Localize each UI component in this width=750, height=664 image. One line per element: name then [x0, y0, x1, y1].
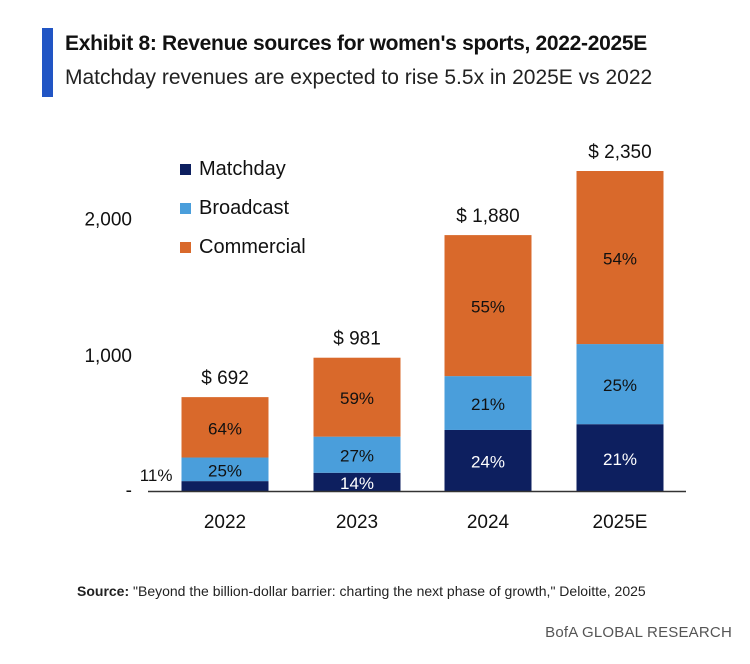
- x-tick-label-2024: 2024: [467, 512, 510, 533]
- source-label: Source:: [77, 583, 130, 599]
- data-label-matchday-2025e: 21%: [603, 450, 637, 469]
- data-label-broadcast-2022: 25%: [208, 461, 242, 480]
- data-label-broadcast-2024: 21%: [471, 395, 505, 414]
- title-accent-bar: [42, 28, 53, 97]
- data-label-commercial-2023: 59%: [340, 389, 374, 408]
- brand-footer: BofA GLOBAL RESEARCH: [545, 624, 732, 641]
- y-tick-label-2-000: 2,000: [84, 210, 132, 231]
- data-label-broadcast-2023: 27%: [340, 447, 374, 466]
- data-label-matchday-2024: 24%: [471, 453, 505, 472]
- total-label-2022: $ 692: [201, 368, 249, 389]
- data-label-broadcast-2025e: 25%: [603, 376, 637, 395]
- legend-item-broadcast: Broadcast: [180, 189, 306, 228]
- data-label-matchday-2023: 14%: [340, 474, 374, 493]
- source-text: "Beyond the billion-dollar barrier: char…: [133, 583, 646, 599]
- total-label-2025e: $ 2,350: [588, 142, 651, 163]
- bar-matchday-2023: [313, 472, 401, 492]
- data-label-commercial-2025e: 54%: [603, 250, 637, 269]
- legend-label-matchday: Matchday: [199, 158, 286, 180]
- chart-title: Exhibit 8: Revenue sources for women's s…: [65, 32, 647, 55]
- y-tick-label--: -: [126, 481, 132, 502]
- x-tick-label-2025e: 2025E: [593, 512, 648, 533]
- legend-swatch-broadcast: [180, 203, 191, 214]
- legend-item-commercial: Commercial: [180, 228, 306, 267]
- x-tick-label-2022: 2022: [204, 512, 246, 533]
- bar-broadcast-2022: [181, 457, 269, 482]
- legend-swatch-matchday: [180, 164, 191, 175]
- legend-label-commercial: Commercial: [199, 236, 306, 258]
- data-label-commercial-2022: 64%: [208, 419, 242, 438]
- legend-item-matchday: Matchday: [180, 150, 306, 189]
- chart-subtitle: Matchday revenues are expected to rise 5…: [65, 66, 653, 89]
- total-label-2023: $ 981: [333, 329, 381, 350]
- data-label-commercial-2024: 55%: [471, 298, 505, 317]
- bar-broadcast-2023: [313, 436, 401, 473]
- bar-commercial-2024: [444, 235, 532, 377]
- bar-broadcast-2024: [444, 376, 532, 430]
- data-label-matchday-2022: 11%: [140, 466, 173, 485]
- bar-commercial-2023: [313, 357, 401, 437]
- bar-commercial-2022: [181, 397, 269, 458]
- legend-swatch-commercial: [180, 242, 191, 253]
- x-tick-label-2023: 2023: [336, 512, 378, 533]
- bar-matchday-2025e: [576, 424, 664, 492]
- y-tick-label-1-000: 1,000: [84, 346, 132, 367]
- bar-matchday-2022: [181, 481, 269, 492]
- source-note: Source: "Beyond the billion-dollar barri…: [77, 583, 646, 599]
- chart-legend: Matchday Broadcast Commercial: [180, 150, 306, 267]
- bar-matchday-2024: [444, 429, 532, 492]
- legend-label-broadcast: Broadcast: [199, 197, 290, 219]
- bar-broadcast-2025e: [576, 344, 664, 425]
- bar-commercial-2025e: [576, 171, 664, 345]
- total-label-2024: $ 1,880: [456, 206, 519, 227]
